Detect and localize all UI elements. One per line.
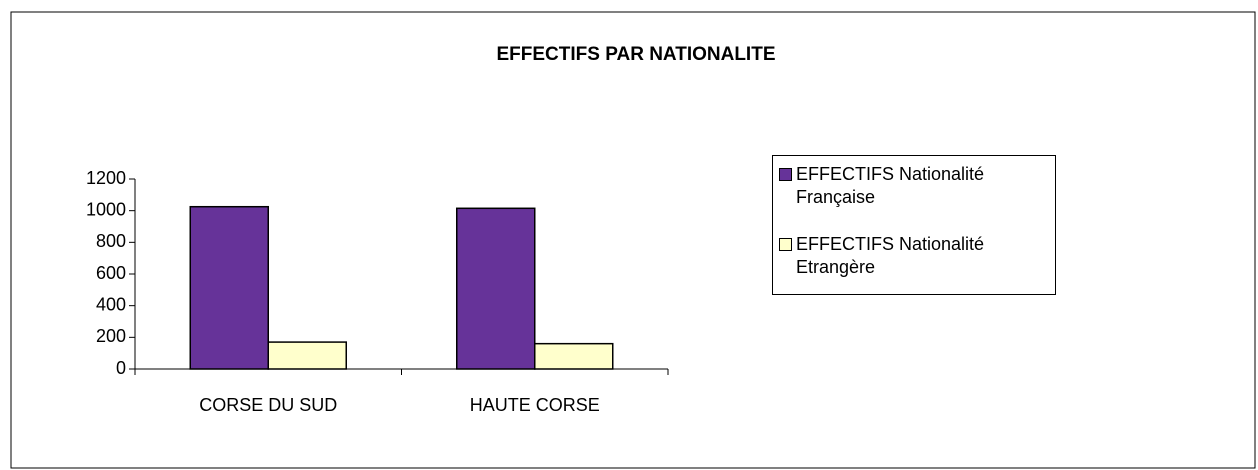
bar [534, 342, 614, 370]
y-tick-label: 1200 [86, 168, 126, 188]
y-tick-label: 800 [96, 231, 126, 251]
bar [456, 207, 536, 370]
x-tick-label: CORSE DU SUD [199, 395, 337, 415]
legend-entry: EFFECTIFS Nationalité Etrangère [779, 233, 1026, 279]
chart-title: EFFECTIFS PAR NATIONALITE [496, 44, 775, 65]
y-tick-label: 0 [116, 358, 126, 378]
legend-label: EFFECTIFS Nationalité Etrangère [796, 234, 985, 277]
y-tick-label: 400 [96, 294, 126, 314]
legend-swatch [779, 168, 792, 181]
x-tick-label: HAUTE CORSE [470, 395, 600, 415]
y-tick-label: 200 [96, 326, 126, 346]
y-tick-label: 600 [96, 263, 126, 283]
legend-swatch [779, 238, 792, 251]
legend-label: EFFECTIFS Nationalité Française [796, 164, 985, 207]
bar [189, 205, 269, 370]
legend: EFFECTIFS Nationalité Française EFFECTIFS… [772, 155, 1056, 295]
legend-entry: EFFECTIFS Nationalité Française [779, 163, 1026, 209]
y-tick-label: 1000 [86, 199, 126, 219]
bar [267, 341, 347, 370]
